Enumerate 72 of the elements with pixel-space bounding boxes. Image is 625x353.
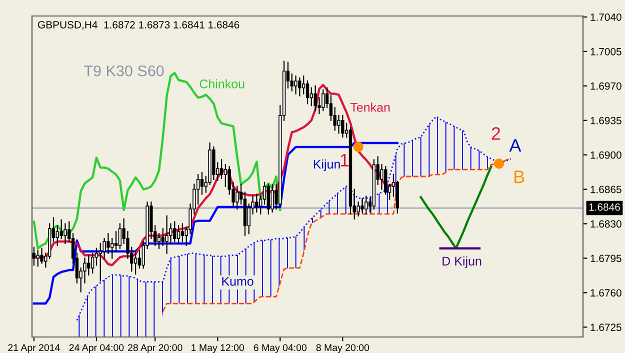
annotation: 1	[340, 154, 349, 166]
y-tick-label: 1.6725	[590, 324, 622, 332]
candlestick	[90, 252, 94, 274]
candlestick	[322, 89, 325, 112]
candlestick	[255, 194, 258, 213]
x-tick-label: 6 May 04:00	[254, 344, 307, 353]
annotation: Tenkan	[350, 102, 390, 112]
line-series	[32, 142, 398, 305]
candlestick	[200, 172, 204, 195]
annotation: Kumo	[222, 277, 254, 286]
x-tick-label: 28 Apr 20:00	[128, 344, 182, 353]
candlestick	[341, 114, 344, 138]
y-tick-label: 1.6865	[590, 186, 622, 194]
y-tick-label: 1.6935	[590, 116, 622, 124]
line-series	[420, 166, 492, 250]
candlestick	[384, 166, 388, 195]
candlestick	[165, 215, 168, 254]
y-tick-label: 1.6760	[590, 289, 622, 297]
annotation: D Kijun	[442, 256, 482, 268]
chart-title: GBPUSD,H4 1.6872 1.6873 1.6841 1.6846	[38, 21, 240, 30]
ref-line-label: 1.6846	[589, 203, 620, 211]
candlestick	[114, 231, 118, 252]
candlestick	[36, 250, 40, 267]
candlestick	[314, 85, 317, 112]
y-tick-label: 1.7005	[590, 48, 622, 56]
candlestick	[134, 252, 138, 275]
candlestick	[333, 107, 336, 131]
candlestick	[56, 225, 59, 246]
candlestick	[40, 248, 44, 264]
candlestick	[157, 233, 161, 249]
candlestick	[220, 159, 224, 180]
candlestick	[224, 164, 228, 187]
y-tick-label: 1.7040	[590, 13, 622, 21]
candlestick	[356, 202, 360, 216]
candlestick	[173, 221, 176, 242]
candlestick	[270, 184, 274, 213]
annotation: Kijun	[314, 159, 340, 172]
candlestick	[110, 238, 114, 259]
candlestick	[290, 74, 294, 92]
candlestick	[310, 87, 313, 106]
candlestick	[64, 223, 67, 244]
candlestick	[32, 246, 36, 266]
annotation: T9 K30 S60	[84, 65, 164, 76]
candlestick	[176, 225, 180, 244]
y-tick-label: 1.6830	[590, 220, 622, 228]
x-tick-label: 1 May 12:00	[192, 344, 244, 353]
candlestick	[294, 76, 298, 94]
candlestick	[266, 184, 270, 214]
candlestick	[94, 248, 98, 266]
candlestick	[118, 223, 122, 249]
candlestick	[360, 198, 364, 213]
annotation: 2	[492, 127, 500, 140]
candlestick	[380, 164, 384, 190]
candlestick	[87, 254, 90, 276]
candlestick	[161, 228, 165, 246]
candlestick	[180, 223, 184, 242]
candlestick	[298, 77, 302, 96]
x-tick-label: 24 Apr 04:00	[69, 344, 124, 353]
y-tick-label: 1.6795	[590, 254, 622, 262]
annotation: B	[514, 170, 524, 184]
y-tick-label: 1.6900	[590, 151, 622, 159]
candlestick	[60, 219, 63, 240]
x-tick-label: 8 May 20:00	[316, 344, 370, 353]
candlestick	[236, 186, 239, 210]
y-tick-label: 1.6970	[590, 82, 622, 90]
annotation: Chinkou	[200, 79, 244, 88]
candlestick	[337, 114, 340, 134]
candlestick	[306, 80, 310, 104]
x-tick-label: 21 Apr 2014	[8, 344, 60, 353]
annotation: A	[509, 139, 522, 152]
candlestick	[364, 196, 368, 214]
candlestick	[302, 76, 306, 94]
